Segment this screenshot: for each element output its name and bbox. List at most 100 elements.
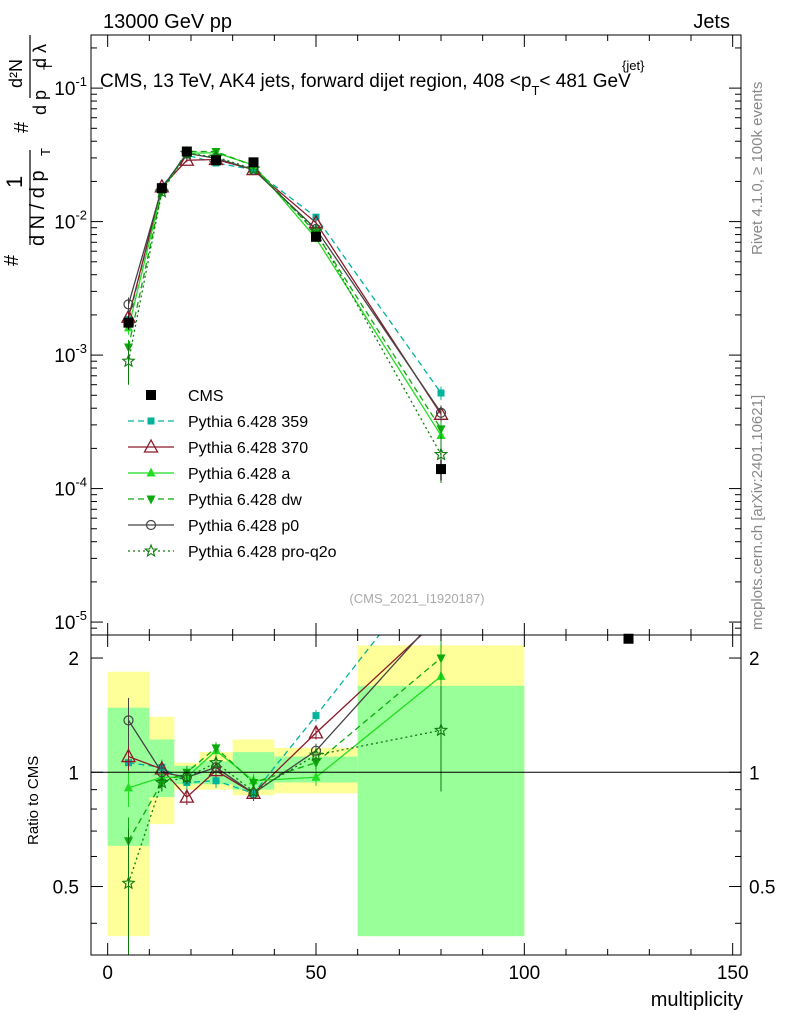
plot-title-superscript: {jet} [622, 58, 645, 73]
legend-entry: Pythia 6.428 pro-q2o [128, 543, 337, 561]
legend-marker-pa [146, 467, 156, 477]
point-pp0 [123, 299, 134, 310]
x-tick-label: 100 [508, 963, 540, 984]
series-markers [120, 145, 634, 955]
ylabel-hash-1: # [1, 254, 23, 266]
ratio-point-p370 [435, 610, 448, 622]
point-p359 [437, 389, 445, 397]
ylabel-subscript-T-2: T [41, 62, 55, 70]
ratio-uncertainty-bands [107, 645, 525, 937]
header-process-label: 13000 GeV pp [103, 11, 232, 33]
ylabel-subscript-T-1: T [38, 148, 53, 156]
header-category-label: Jets [693, 11, 730, 33]
series-line-p359 [127, 154, 442, 394]
ylabel-dpT: d p [30, 90, 50, 115]
ratio-point-pa [311, 771, 321, 781]
svg-text:CMS, 13 TeV, AK4 jets, forward: CMS, 13 TeV, AK4 jets, forward dijet reg… [100, 71, 631, 98]
ratio-point-p370 [179, 788, 195, 803]
legend-label: Pythia 6.428 dw [188, 492, 302, 509]
ratio-markers-pq2o [121, 685, 449, 955]
legend-label: Pythia 6.428 359 [188, 414, 308, 431]
ylabel-dN-dpT: d N / d p [27, 170, 49, 246]
legend-marker-pp0 [145, 519, 157, 531]
y-tick-label: 10-2 [54, 208, 87, 234]
series-line-pp0 [127, 152, 442, 414]
series-pp0-main [127, 152, 442, 414]
point-pp0 [435, 407, 447, 418]
series-markers-pa [124, 147, 446, 446]
x-tick-label: 150 [717, 963, 749, 984]
cms-point [311, 231, 321, 242]
legend-label: CMS [188, 388, 224, 405]
ratio-point-pp0 [437, 608, 446, 617]
point-pq2o [121, 353, 136, 368]
legend-entry: Pythia 6.428 p0 [128, 518, 299, 535]
ratio-point-pq2o [179, 769, 194, 784]
legend-marker-cms [146, 390, 156, 400]
legend: CMS Pythia 6.428 359 Pythia 6.428 370 Pythi… [128, 388, 337, 561]
series-markers-pdw [124, 148, 446, 438]
cms-point [211, 155, 221, 166]
legend-entry: Pythia 6.428 a [128, 466, 290, 483]
ylabel-one: 1 [2, 176, 27, 188]
series-p370-main [127, 158, 442, 415]
series-line-pa [127, 152, 442, 436]
series-markers-pq2o [121, 145, 449, 484]
x-axis-label: multiplicity [651, 989, 743, 1011]
ratio-point-p370 [120, 748, 137, 763]
legend-marker-pq2o [143, 543, 159, 558]
legend-entry: Pythia 6.428 359 [128, 414, 308, 431]
series-p359-main [127, 154, 442, 394]
legend-marker-pdw [146, 495, 156, 505]
point-p370 [179, 151, 195, 166]
ratio-y-tick-label: 0.5 [53, 878, 79, 899]
mcplots-credit-label: mcplots.cern.ch [arXiv:2401.10621] [749, 395, 766, 630]
ratio-y-tick-label-right: 2 [749, 649, 760, 670]
analysis-tag: (CMS_2021_I1920187) [349, 591, 484, 606]
y-tick-label: 10-1 [54, 74, 87, 100]
ratio-point-pq2o [308, 747, 324, 762]
ratio-point-p370 [208, 762, 224, 777]
legend-label: Pythia 6.428 a [188, 466, 290, 483]
ratio-plot-frame [90, 634, 742, 956]
data-points-cms [123, 146, 634, 644]
cms-point [436, 464, 446, 475]
cms-point [181, 146, 192, 157]
ratio-y-tick-label: 2 [68, 649, 79, 670]
axes: 0 50 100 150 10-5 10-4 10-3 10-2 10-1 0.5 0.5 1 1 2 2 [53, 34, 775, 984]
ratio-y-tick-label: 1 [68, 763, 79, 784]
ylabel-dlambda: d λ [30, 44, 50, 68]
rivet-version-label: Rivet 4.1.0, ≥ 100k events [749, 82, 766, 255]
ratio-point-pq2o [246, 783, 261, 798]
x-tick-label: 50 [305, 963, 326, 984]
cms-point [248, 157, 259, 168]
cms-point [156, 183, 167, 194]
series-pa-main [127, 152, 442, 436]
ratio-point-pq2o [208, 755, 224, 769]
point-pdw [436, 425, 446, 435]
legend-entry: CMS [146, 388, 224, 405]
ratio-point-pp0 [123, 715, 134, 726]
y-tick-label: 10-4 [54, 475, 87, 501]
plot-title-main: CMS, 13 TeV, AK4 jets, forward dijet reg… [100, 71, 531, 92]
series-markers-pp0 [123, 148, 447, 422]
legend-label: Pythia 6.428 pro-q2o [188, 544, 337, 561]
series-markers-p359 [125, 151, 445, 401]
ylabel-d2N: d²N [6, 59, 26, 88]
plot-title-tail: < 481 GeV [539, 71, 631, 92]
plot-title-sub: T [531, 83, 539, 98]
cms-outlier-point [623, 633, 634, 644]
plot-title: CMS, 13 TeV, AK4 jets, forward dijet reg… [100, 58, 645, 98]
ratio-y-tick-label-right: 1 [749, 763, 760, 784]
y-tick-label: 10-5 [54, 608, 87, 634]
ratio-point-p359 [212, 777, 220, 785]
ratio-point-pdw [211, 744, 221, 754]
ratio-point-p370 [308, 724, 324, 739]
legend-entry: Pythia 6.428 370 [128, 438, 308, 457]
point-pq2o [433, 446, 449, 461]
series-line-p370 [127, 158, 442, 415]
x-tick-label: 0 [102, 963, 113, 984]
ratio-point-pq2o [433, 722, 449, 737]
ratio-point-pdw [311, 759, 321, 769]
ratio-point-pq2o [121, 875, 136, 890]
